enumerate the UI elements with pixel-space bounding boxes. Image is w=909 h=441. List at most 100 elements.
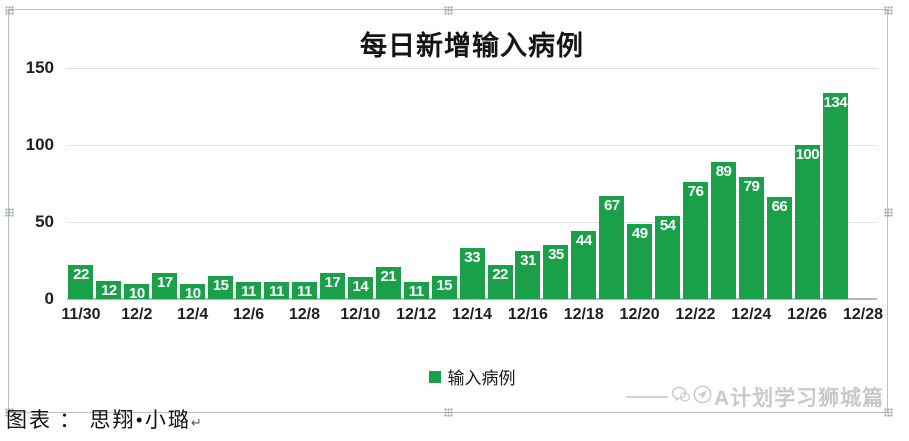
- bar-data-label: 33: [464, 249, 480, 267]
- bar[interactable]: 21: [375, 266, 401, 299]
- resize-handle-top-middle[interactable]: [444, 6, 453, 15]
- bar[interactable]: 22: [68, 265, 94, 299]
- legend-swatch-icon: [428, 370, 441, 383]
- bar[interactable]: 31: [515, 251, 541, 299]
- x-axis-labels: 11/30 12/2 12/4 12/6 12/8 12/10 12/12 12/14 12/1…: [61, 306, 883, 328]
- bar[interactable]: 35: [543, 245, 569, 299]
- bar-data-label: 100: [795, 146, 820, 163]
- wechat-icon: [671, 386, 691, 409]
- legend-label: 输入病例: [447, 369, 516, 388]
- bar-data-label: 11: [408, 283, 424, 299]
- bar-slot: 11: [402, 68, 430, 299]
- bar-data-label: 66: [771, 198, 788, 216]
- watermark: A计划学习狮城篇: [626, 382, 884, 412]
- bar-slot: 89: [710, 68, 738, 299]
- bar-data-label: 44: [576, 232, 592, 250]
- resize-handle-top-left[interactable]: [5, 6, 14, 15]
- bar-slot: 35: [542, 68, 570, 299]
- bar[interactable]: 44: [571, 231, 597, 299]
- circle-logo-icon: [693, 385, 712, 409]
- bar[interactable]: 11: [236, 282, 262, 299]
- y-tick-label: 50: [35, 212, 54, 231]
- x-tick-label: 12/8: [288, 306, 320, 323]
- chart-title: 每日新增输入病例: [360, 31, 584, 61]
- bar-data-label: 11: [241, 283, 257, 299]
- bar-slot: 10: [179, 68, 207, 299]
- bar-slot: 17: [318, 68, 346, 299]
- bar[interactable]: 15: [208, 275, 234, 299]
- bar[interactable]: 17: [319, 272, 345, 299]
- watermark-text: A计划学习狮城篇: [714, 387, 885, 410]
- bar[interactable]: 22: [487, 265, 513, 299]
- y-axis-labels: 0 50 100 150: [0, 58, 54, 308]
- gridline: [67, 145, 877, 146]
- bar[interactable]: 134: [822, 92, 848, 299]
- bar-slot: 17: [151, 68, 179, 299]
- bar[interactable]: 67: [599, 195, 625, 299]
- bar[interactable]: 33: [459, 248, 485, 299]
- bar[interactable]: 10: [124, 283, 150, 299]
- bar[interactable]: 14: [347, 277, 373, 299]
- resize-handle-right-middle[interactable]: [884, 208, 893, 217]
- bar[interactable]: 54: [655, 215, 681, 299]
- bar[interactable]: 15: [431, 275, 457, 299]
- bar-data-label: 49: [631, 224, 648, 242]
- bar-slot: 44: [570, 68, 598, 299]
- bar-slot: 11: [291, 68, 319, 299]
- bar-slot: 67: [598, 68, 626, 299]
- bar-data-label: 12: [101, 281, 117, 299]
- x-tick-label: 12/28: [843, 306, 884, 323]
- bar-slot: 15: [430, 68, 458, 299]
- bar[interactable]: 49: [627, 223, 653, 299]
- bar[interactable]: 100: [794, 145, 820, 299]
- bar-slot: 100: [793, 68, 821, 299]
- chart-caption: 图表 ： 思翔•小璐↵: [6, 404, 202, 434]
- bar-slot: 11: [263, 68, 291, 299]
- bar-slot: 21: [374, 68, 402, 299]
- x-tick-label: 12/12: [396, 306, 437, 323]
- bar[interactable]: 12: [96, 280, 122, 299]
- bar-slot: 134: [821, 68, 849, 299]
- resize-handle-bottom-left[interactable]: [5, 408, 14, 417]
- bar-data-label: 10: [184, 284, 201, 299]
- bar[interactable]: 79: [738, 177, 764, 299]
- bar[interactable]: 11: [403, 282, 429, 299]
- bar-series: 22 12 10 17 10 15 11 11 11 17 14 21 11 15 33 22 31 35 44 67…: [67, 68, 877, 299]
- x-tick-label: 12/10: [340, 306, 381, 323]
- bar-data-label: 21: [380, 267, 397, 285]
- y-tick-label: 150: [25, 58, 54, 77]
- bar-data-label: 22: [73, 266, 89, 284]
- resize-handle-left-middle[interactable]: [5, 208, 14, 217]
- resize-handle-bottom-middle[interactable]: [444, 408, 453, 417]
- x-tick-label: 12/2: [121, 306, 153, 323]
- bar-slot: 54: [654, 68, 682, 299]
- bar-data-label: 134: [823, 93, 848, 111]
- x-tick-label: 12/16: [507, 306, 548, 323]
- resize-handle-bottom-right[interactable]: [884, 408, 893, 417]
- bar[interactable]: 17: [152, 272, 178, 299]
- x-tick-label: 12/4: [177, 306, 209, 323]
- bar-data-label: 15: [436, 276, 452, 294]
- bar[interactable]: 10: [180, 283, 206, 299]
- x-tick-label: 12/26: [787, 306, 828, 323]
- gridline: [67, 222, 877, 223]
- bar-data-label: 17: [324, 273, 341, 291]
- bar-slot: 12: [95, 68, 123, 299]
- bar[interactable]: 89: [711, 161, 737, 299]
- bar-slot: 79: [738, 68, 766, 299]
- bar[interactable]: 76: [683, 181, 709, 299]
- bar-slot: 14: [346, 68, 374, 299]
- bar-data-label: 79: [743, 178, 760, 196]
- paragraph-return-icon: ↵: [190, 415, 202, 430]
- bar-data-label: 54: [659, 216, 676, 234]
- bar[interactable]: 66: [766, 197, 792, 299]
- resize-handle-top-right[interactable]: [884, 6, 893, 15]
- legend[interactable]: 输入病例: [67, 364, 877, 389]
- bar[interactable]: 11: [264, 282, 290, 299]
- bar-data-label: 89: [715, 162, 732, 180]
- bar-data-label: 67: [603, 196, 620, 214]
- bar-slot: 15: [207, 68, 235, 299]
- x-tick-label: 12/6: [232, 306, 265, 323]
- bar[interactable]: 11: [291, 282, 317, 299]
